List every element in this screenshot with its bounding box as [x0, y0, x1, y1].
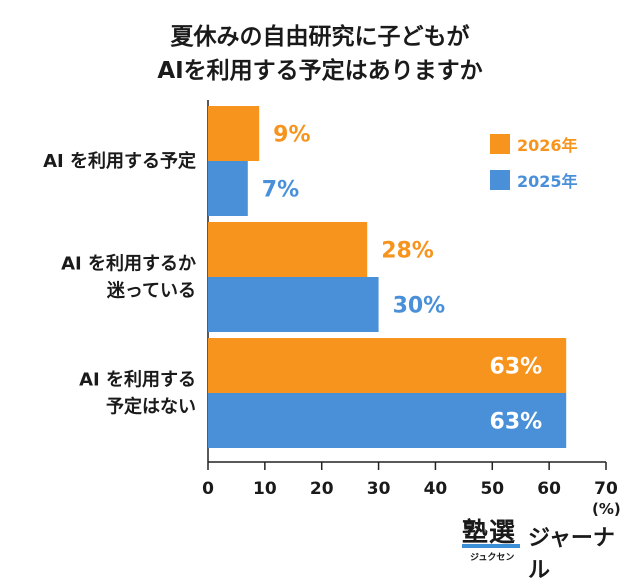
category-label: AI を利用するか	[61, 253, 196, 275]
legend-swatch	[490, 170, 510, 190]
bar-2025	[208, 277, 379, 332]
bar-value-label: 63%	[490, 355, 543, 380]
legend-label: 2026年	[517, 136, 578, 155]
logo-word: ジャーナル	[528, 526, 615, 583]
bar-value-label: 9%	[273, 123, 310, 148]
x-tick-label: 60	[537, 479, 561, 499]
logo-kanji: 塾選	[462, 518, 517, 548]
x-tick-label: 70	[594, 479, 618, 499]
x-tick-label: 10	[253, 479, 277, 499]
category-label: AI を利用する	[79, 369, 196, 391]
x-tick-label: 0	[202, 479, 214, 499]
x-tick-label: 20	[310, 479, 334, 499]
bar-value-label: 28%	[381, 239, 434, 264]
chart-title-line1: 夏休みの自由研究に子どもが	[170, 24, 470, 50]
chart-title-line2: AIを利用する予定はありますか	[157, 58, 483, 84]
logo-underline	[462, 544, 520, 548]
bar-value-label: 30%	[393, 294, 446, 319]
bar-2026	[208, 106, 260, 161]
legend-swatch	[490, 134, 510, 154]
logo-kana: ジュクセン	[470, 553, 515, 563]
axis-unit-label: (%)	[592, 500, 621, 518]
bar-value-label: 63%	[490, 410, 543, 435]
category-label: 予定はない	[106, 396, 196, 418]
bar-2026	[208, 338, 567, 393]
bar-2025	[208, 393, 567, 448]
category-label: 迷っている	[106, 281, 196, 302]
x-tick-label: 40	[424, 479, 448, 499]
bar-chart: 0 10 20 30 40 50 60 70 9% 7% AI を利用する予定 28% 30% AI を利…	[43, 100, 618, 499]
x-tick-label: 50	[480, 479, 504, 499]
bar-2026	[208, 222, 368, 277]
x-tick-label: 30	[367, 479, 391, 499]
brand-logo: 塾選 ジュクセン ジャーナル	[462, 512, 622, 583]
bar-value-label: 7%	[262, 178, 299, 203]
legend-label: 2025年	[517, 172, 578, 191]
bar-2025	[208, 161, 248, 216]
category-label: AI を利用する予定	[43, 150, 196, 172]
